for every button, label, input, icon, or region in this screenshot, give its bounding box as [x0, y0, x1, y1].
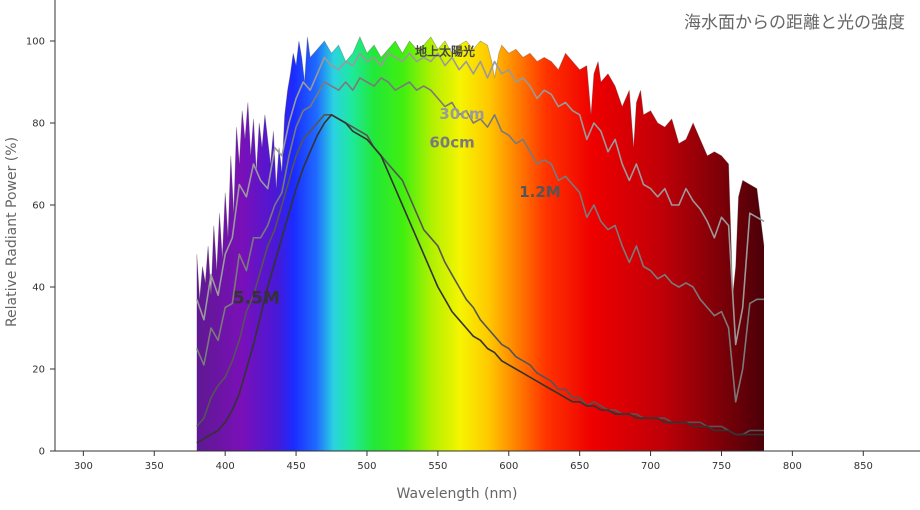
series-label-layer: 地上太陽光 30cm 60cm 1.2M 5.5M: [233, 43, 561, 308]
x-axis-title: Wavelength (nm): [397, 486, 518, 502]
x-tick-label: 400: [216, 461, 235, 472]
series-line-30cm: [196, 52, 765, 346]
series-line-60cm: [196, 77, 764, 403]
x-tick-label: 800: [783, 461, 802, 472]
chart-title: 海水面からの距離と光の強度: [684, 13, 905, 33]
x-tick-label: 350: [145, 461, 164, 472]
x-tick-label: 550: [428, 461, 447, 472]
x-tick-label: 650: [570, 461, 589, 472]
axes: 300 350 400 450 500 550 600 650 700 750 800 850 0 20 4…: [26, 0, 920, 472]
y-tick-label: 0: [39, 447, 45, 458]
y-tick-label: 60: [32, 201, 45, 212]
y-tick-label: 20: [32, 365, 45, 376]
series-label-60cm: 60cm: [429, 134, 474, 152]
spectrum-fill-layer: [196, 35, 765, 452]
y-tick-label: 100: [26, 37, 45, 48]
y-tick-label: 80: [32, 119, 45, 130]
series-label-30cm: 30cm: [439, 105, 484, 123]
x-tick-label: 700: [641, 461, 660, 472]
y-axis-title: Relative Radiant Power (%): [4, 137, 20, 327]
y-tick-label: 40: [32, 283, 45, 294]
surface-spectrum-area: [196, 36, 765, 452]
series-label-5-5m: 5.5M: [233, 288, 280, 308]
series-label-1-2m: 1.2M: [519, 183, 561, 201]
series-line-5-5m: [196, 114, 764, 444]
x-tick-label: 450: [287, 461, 306, 472]
series-line-1-2m: [196, 114, 764, 436]
x-tick-label: 600: [499, 461, 518, 472]
x-tick-label: 750: [712, 461, 731, 472]
surface-outline: [196, 35, 765, 300]
x-tick-label: 500: [357, 461, 376, 472]
x-tick-label: 300: [74, 461, 93, 472]
curve-layer: [196, 52, 765, 444]
series-label-surface-sunlight: 地上太陽光: [415, 43, 475, 58]
x-tick-label: 850: [854, 461, 873, 472]
